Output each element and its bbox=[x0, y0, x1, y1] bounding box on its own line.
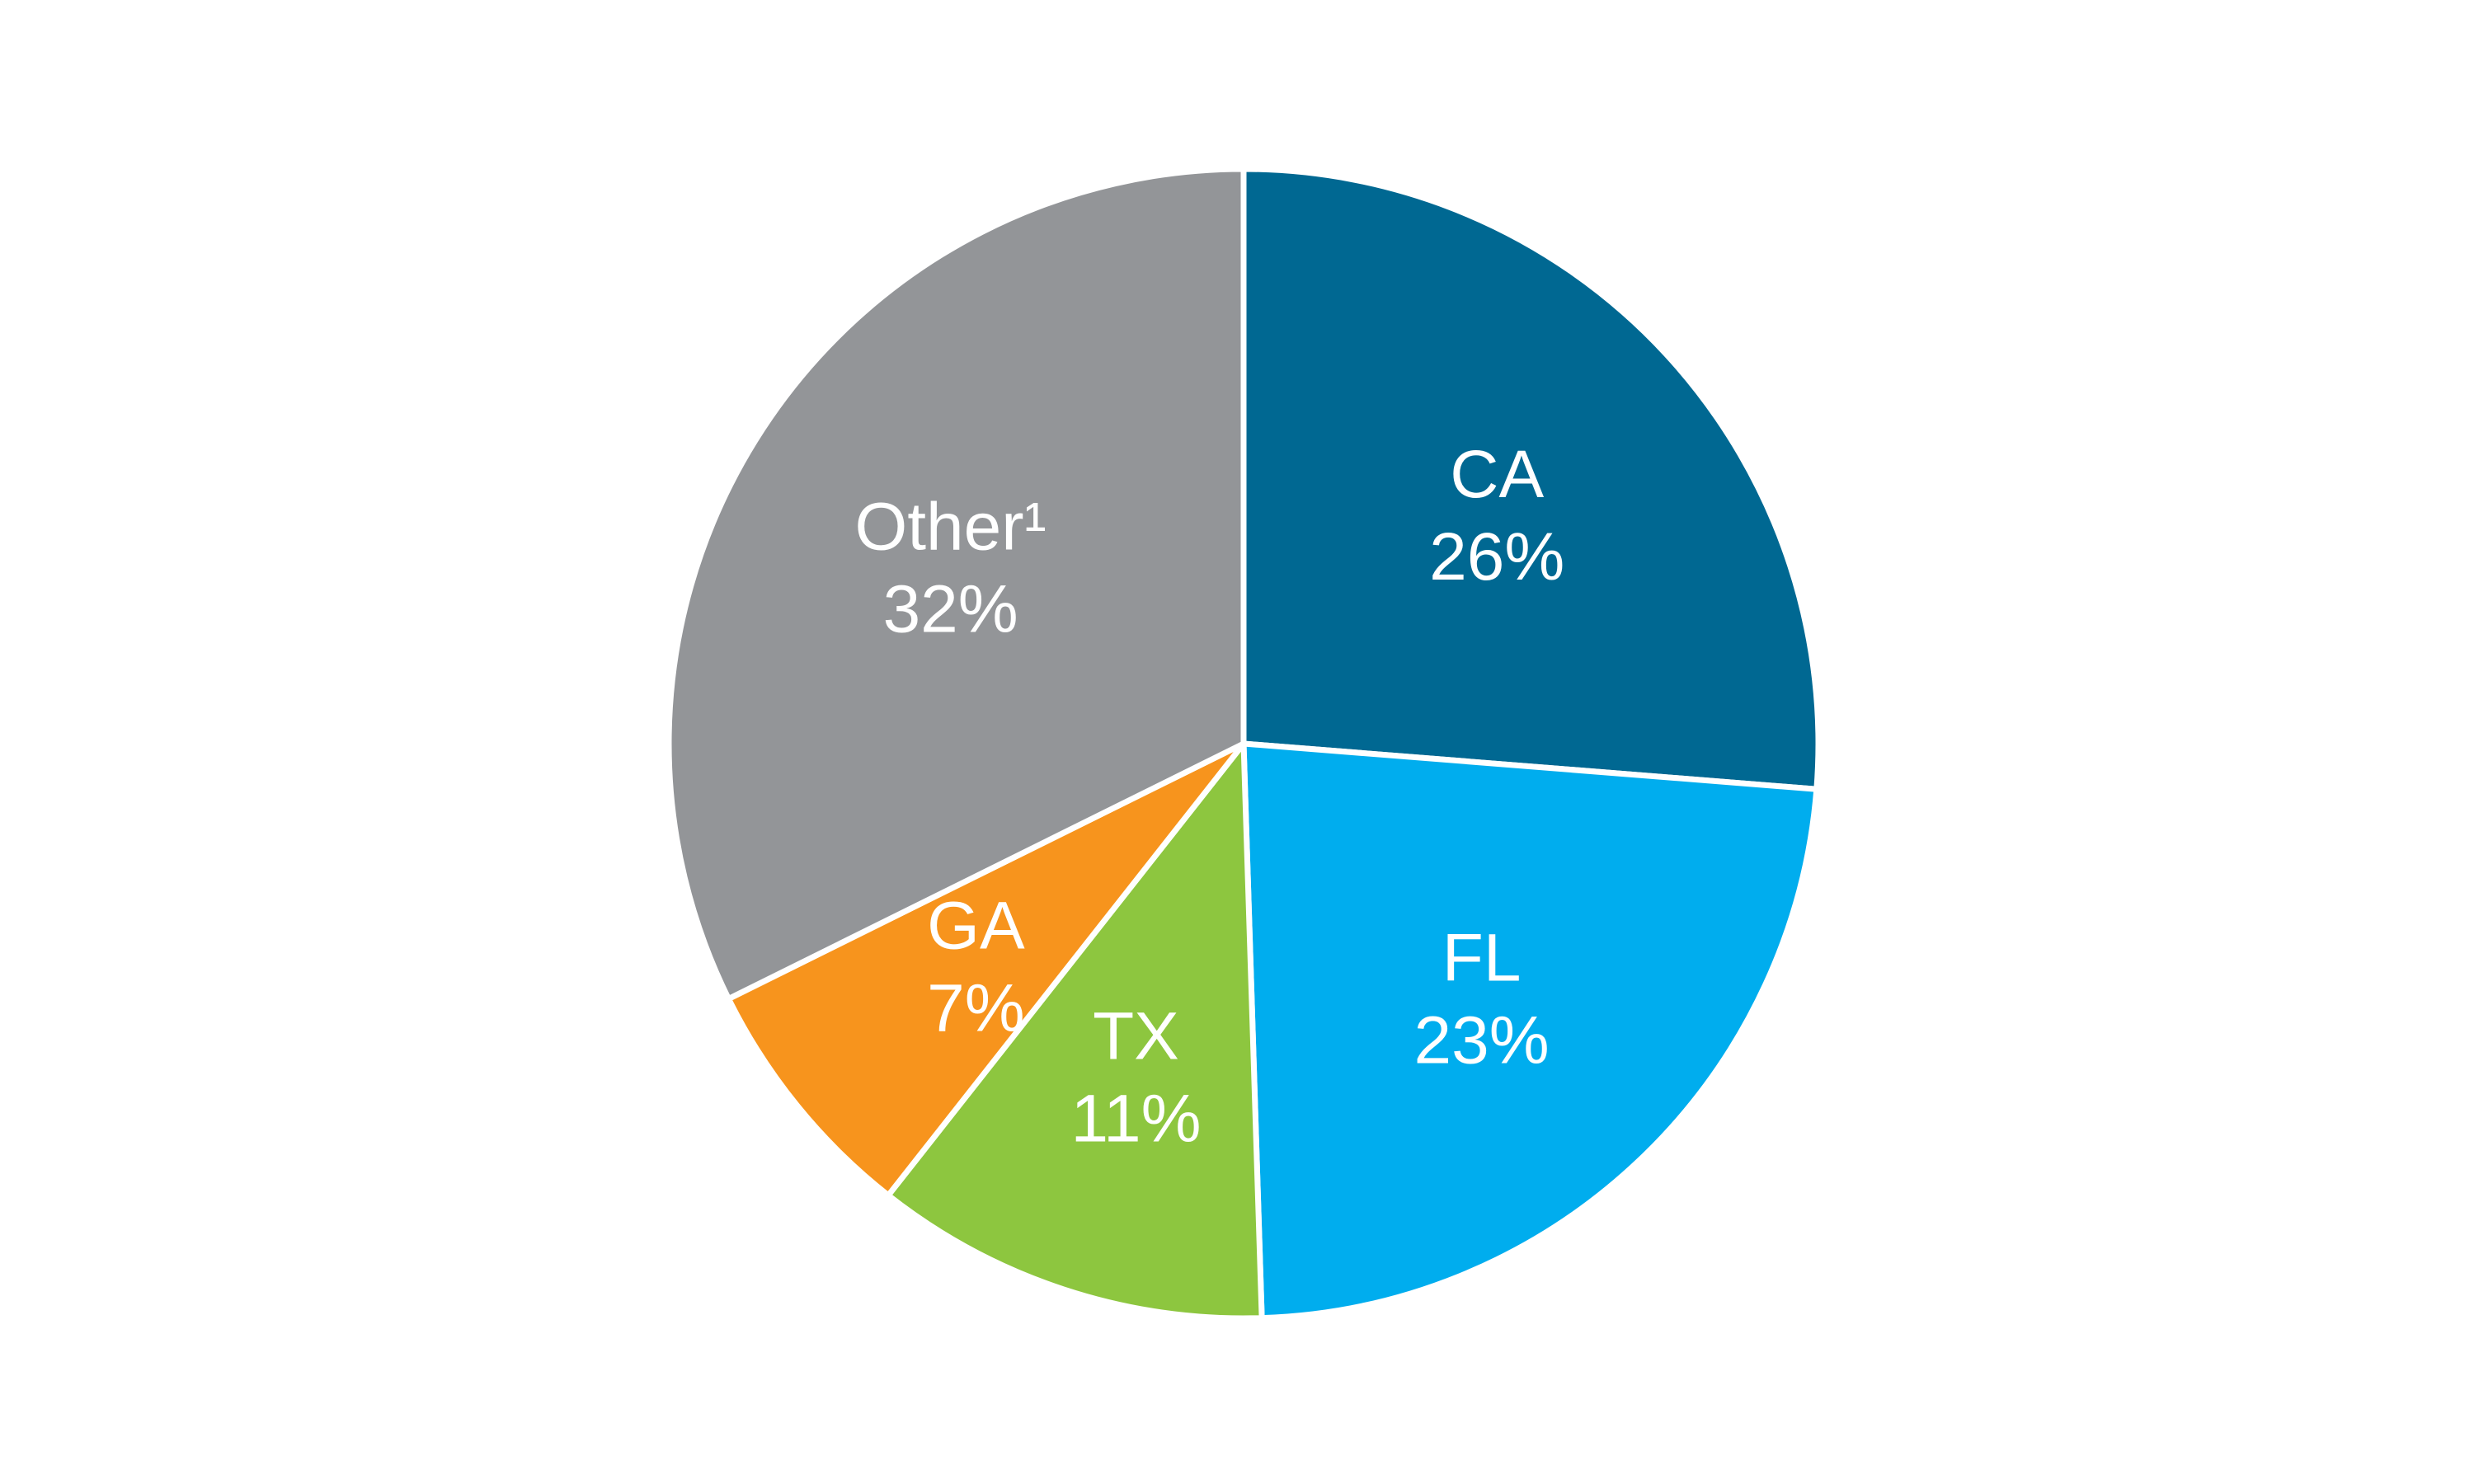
slice-value-other: 32% bbox=[883, 572, 1018, 647]
slice-label-other: Other¹ bbox=[854, 490, 1046, 565]
pie-slice-other bbox=[666, 166, 1247, 1003]
pie-slice-tx bbox=[885, 740, 1265, 1322]
slice-value-ga: 7% bbox=[927, 971, 1025, 1046]
slice-value-tx: 11% bbox=[1070, 1081, 1201, 1156]
slice-label-fl: FL bbox=[1442, 921, 1522, 996]
slice-label-tx: TX bbox=[1093, 998, 1179, 1073]
slice-label-ca: CA bbox=[1450, 437, 1544, 512]
pie-slice-fl bbox=[1240, 740, 1820, 1322]
slice-value-ca: 26% bbox=[1429, 519, 1564, 594]
pie-slice-ca bbox=[1240, 166, 1822, 792]
pie-slice-ga bbox=[725, 740, 1247, 1199]
pie-slices bbox=[666, 166, 1822, 1322]
slice-label-ga: GA bbox=[927, 889, 1025, 964]
slice-value-fl: 23% bbox=[1414, 1003, 1550, 1078]
